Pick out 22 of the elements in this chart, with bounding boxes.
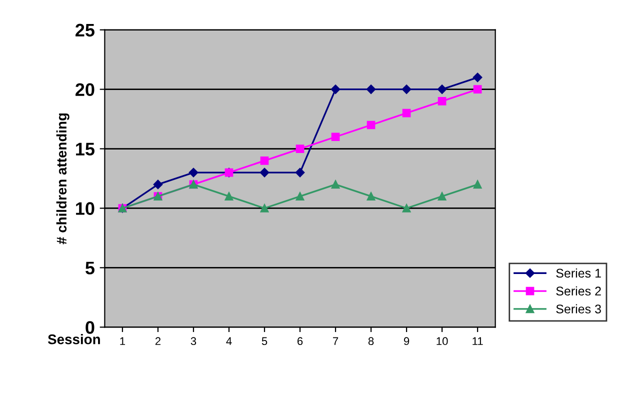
y-tick-label: 5 <box>86 262 94 274</box>
legend-label: Series 1 <box>556 268 601 278</box>
y-tick-label: 15 <box>76 142 94 156</box>
y-axis-title: # children attending <box>56 113 70 244</box>
x-tick-label: 4 <box>226 337 232 345</box>
y-tick-label: 10 <box>76 202 94 215</box>
x-tick-label: 10 <box>436 337 448 346</box>
x-axis-title: Session <box>48 334 100 344</box>
x-tick-label: 3 <box>190 337 196 346</box>
y-tick-label: 0 <box>86 321 94 334</box>
x-tick-label: 7 <box>333 337 338 345</box>
x-tick-label: 1 <box>120 337 126 345</box>
y-tick-label: 20 <box>76 83 94 96</box>
x-tick-label: 9 <box>404 337 410 346</box>
x-tick-label: 8 <box>368 337 374 346</box>
legend-label: Series 3 <box>556 304 601 314</box>
x-tick-label: 6 <box>297 337 303 346</box>
x-tick-label: 5 <box>262 337 268 346</box>
y-tick-label: 25 <box>76 24 94 37</box>
legend-label: Series 2 <box>556 286 601 296</box>
x-tick-label: 11 <box>472 337 483 345</box>
x-tick-label: 2 <box>155 337 161 345</box>
